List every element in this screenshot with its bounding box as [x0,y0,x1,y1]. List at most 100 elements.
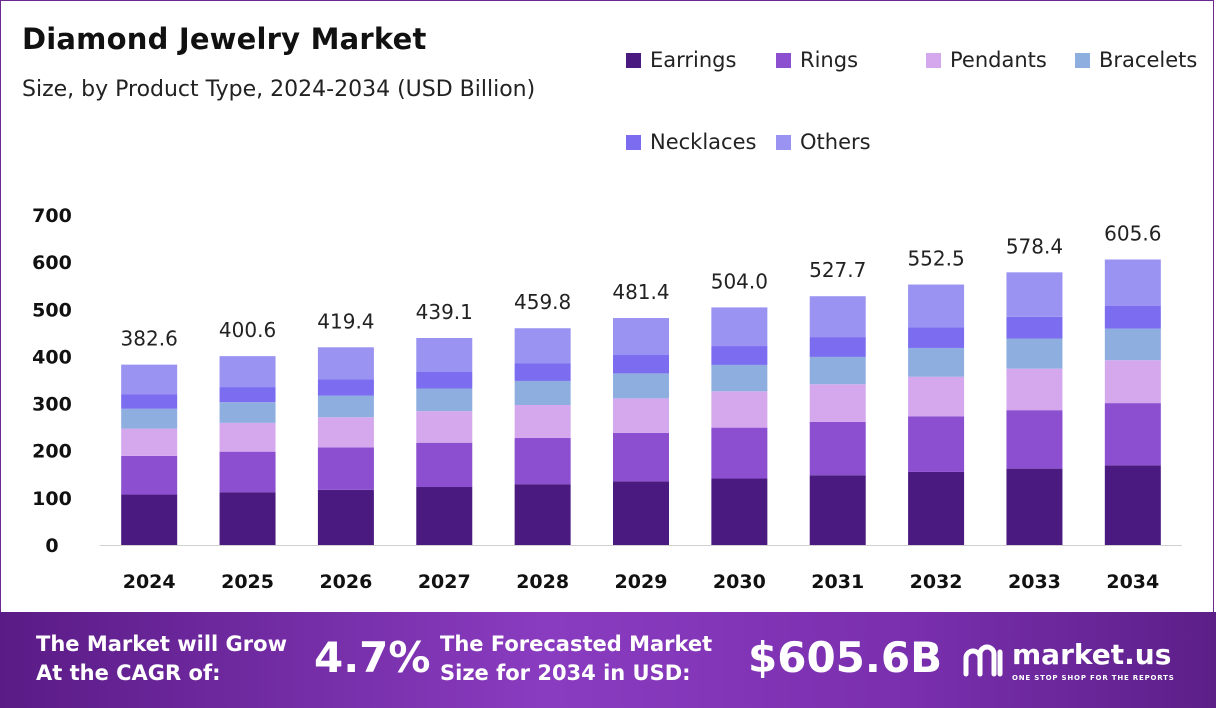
bar-total-label: 481.4 [612,280,669,304]
bar-segment-others [514,328,571,364]
bar-segment-rings [1104,403,1161,466]
bar-segment-others [121,364,178,395]
bar-segment-pendants [908,376,965,417]
legend-item-bracelets: Bracelets [1075,48,1197,72]
legend-label-pendants: Pendants [950,48,1047,72]
bar-segment-bracelets [613,373,669,399]
bar-segment-necklaces [613,355,669,374]
bar-segment-pendants [219,422,276,452]
bar-total-label: 439.1 [416,300,473,324]
bar-segment-necklaces [908,327,965,348]
bar-segment-earrings [219,492,276,545]
cagr-label: The Market will Grow At the CAGR of: [36,630,287,688]
bar-segment-others [416,337,473,372]
legend-item-necklaces: Necklaces [626,130,756,154]
x-tick-label: 2026 [319,571,372,593]
x-tick-label: 2032 [910,571,963,593]
cagr-label-line1: The Market will Grow [36,632,287,656]
bar-segment-rings [121,455,178,495]
bar-segment-bracelets [317,395,374,418]
bar-segment-earrings [317,489,374,545]
market-us-logo-icon [963,644,1003,677]
bar-segment-pendants [1104,360,1161,404]
bar-segment-necklaces [711,346,768,365]
bar-segment-necklaces [121,394,178,409]
bar-segment-rings [711,427,768,479]
y-tick-label: 0 [45,535,58,557]
footer-banner: The Market will Grow At the CAGR of: 4.7… [0,612,1216,708]
bar-total-label: 504.0 [711,269,768,293]
x-tick-label: 2030 [713,571,766,593]
bar-segment-earrings [416,487,473,545]
bar-segment-earrings [1006,468,1063,545]
legend-label-others: Others [800,130,871,154]
bar-total-label: 552.5 [907,247,964,271]
legend-item-pendants: Pendants [926,48,1047,72]
bar-segment-others [711,307,768,347]
x-tick-label: 2033 [1008,571,1061,593]
legend-swatch-rings [776,52,791,68]
bar-segment-earrings [809,475,866,545]
brand-name: market.us [1012,638,1172,671]
stacked-bar-chart: 0 100 200 300 400 500 600 700 382.6 2024 400.6 2025… [32,205,1182,593]
bar-segment-bracelets [514,380,571,405]
bar-segment-earrings [1104,465,1161,545]
y-tick-label: 700 [32,205,72,227]
bar-segment-others [1104,259,1161,306]
bar-segment-rings [613,432,669,482]
y-tick-label: 400 [32,346,72,368]
legend-swatch-earrings [626,52,641,68]
bar-segment-others [613,318,669,356]
bar-total-label: 605.6 [1104,222,1161,246]
legend-swatch-others [776,134,791,150]
bar-segment-rings [809,421,866,476]
bar-segment-rings [317,447,374,490]
bar-segment-bracelets [1104,328,1161,361]
bar-segment-others [317,347,374,380]
y-tick-label: 200 [32,441,72,463]
bar-total-label: 459.8 [514,290,571,314]
legend-label-necklaces: Necklaces [650,130,757,154]
bar-segment-rings [908,416,965,472]
bar-segment-necklaces [317,379,374,396]
bar-segment-rings [1006,410,1063,469]
bar-total-label: 527.7 [809,258,866,282]
y-tick-label: 100 [32,488,72,510]
legend-item-rings: Rings [776,48,858,72]
legend-label-rings: Rings [800,48,859,72]
legend-item-earrings: Earrings [626,48,736,72]
bar-segment-others [809,296,866,338]
bar-total-label: 400.6 [219,318,276,342]
bar-segment-rings [416,442,473,488]
bar-segment-pendants [711,391,768,428]
legend-item-others: Others [776,130,871,154]
y-tick-label: 500 [32,299,72,321]
bar-segment-others [219,356,276,388]
bar-segment-earrings [121,494,178,545]
legend-label-bracelets: Bracelets [1099,48,1198,72]
legend-label-earrings: Earrings [650,48,737,72]
bar-segment-earrings [908,471,965,545]
bar-segment-pendants [1006,368,1063,411]
bar-segment-pendants [514,404,571,438]
x-tick-label: 2031 [811,571,864,593]
bar-segment-necklaces [219,387,276,403]
cagr-value: 4.7% [314,633,431,682]
bar-segment-pendants [809,384,866,422]
bar-total-label: 382.6 [121,327,178,351]
x-tick-label: 2027 [418,571,471,593]
bar-segment-bracelets [1006,338,1063,369]
bar-segment-bracelets [711,364,768,392]
bar-segment-earrings [613,481,669,545]
x-tick-label: 2024 [123,571,176,593]
bar-segment-bracelets [219,402,276,423]
bar-segment-necklaces [514,363,571,381]
forecast-label-line2: Size for 2034 in USD: [440,661,691,685]
x-tick-label: 2028 [516,571,569,593]
chart-title: Diamond Jewelry Market [22,22,427,56]
legend-swatch-pendants [926,52,941,68]
legend-swatch-bracelets [1075,52,1090,68]
bar-segment-necklaces [809,337,866,357]
bar-segment-necklaces [416,371,473,389]
bar-segment-rings [219,451,276,493]
